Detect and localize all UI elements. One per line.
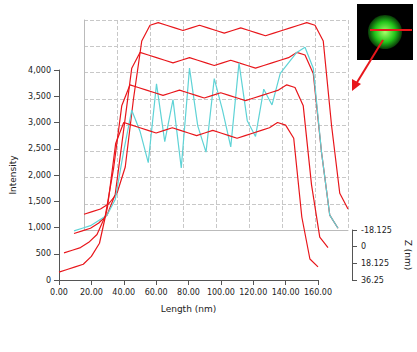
svg-text:0.00: 0.00 — [50, 288, 68, 297]
svg-text:1,000: 1,000 — [28, 223, 51, 232]
svg-text:80.00: 80.00 — [177, 288, 200, 297]
svg-text:2,000: 2,000 — [28, 171, 51, 180]
svg-text:120.00: 120.00 — [239, 288, 267, 297]
svg-text:160.00: 160.00 — [304, 288, 332, 297]
svg-text:-18.125: -18.125 — [361, 226, 392, 235]
svg-text:2,500: 2,500 — [28, 144, 51, 153]
svg-text:100.00: 100.00 — [207, 288, 235, 297]
svg-text:Z (nm): Z (nm) — [403, 240, 413, 271]
svg-text:500: 500 — [36, 249, 51, 258]
svg-text:20.00: 20.00 — [80, 288, 103, 297]
svg-text:4,000: 4,000 — [28, 66, 51, 75]
svg-text:3,500: 3,500 — [28, 92, 51, 101]
svg-text:18.125: 18.125 — [361, 259, 389, 268]
svg-text:140.00: 140.00 — [272, 288, 300, 297]
svg-text:40.00: 40.00 — [112, 288, 135, 297]
svg-text:3,000: 3,000 — [28, 118, 51, 127]
svg-text:36.25: 36.25 — [361, 276, 384, 285]
svg-text:0: 0 — [361, 242, 366, 251]
svg-text:Length (nm): Length (nm) — [161, 304, 216, 314]
svg-text:Intensity: Intensity — [8, 155, 18, 195]
svg-text:1,500: 1,500 — [28, 197, 51, 206]
svg-text:0: 0 — [46, 276, 51, 285]
svg-text:60.00: 60.00 — [145, 288, 168, 297]
